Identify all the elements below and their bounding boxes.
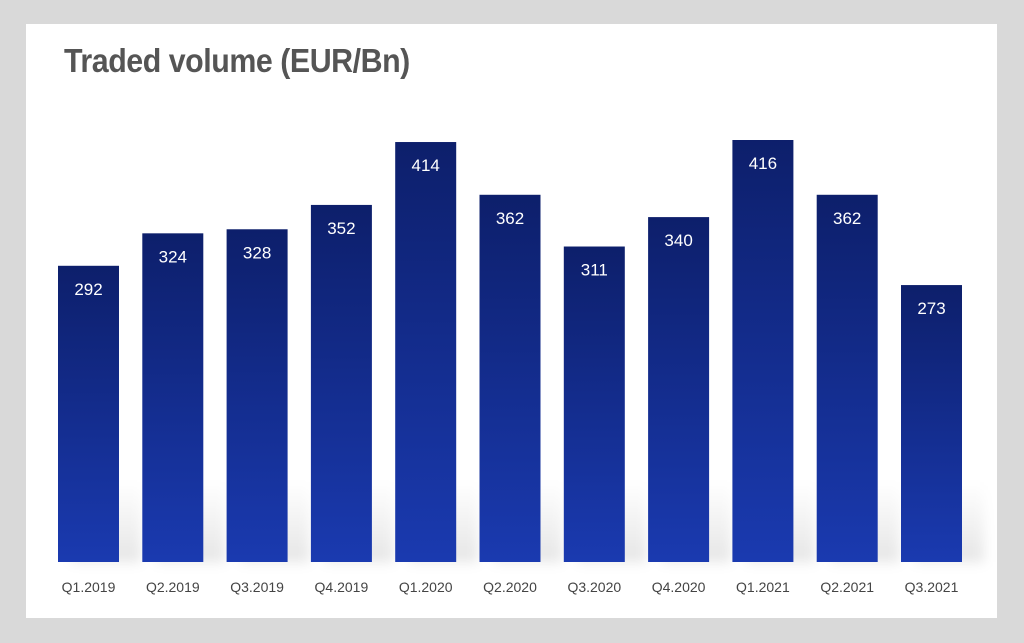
bar-value-label: 352 xyxy=(327,219,355,238)
bar-q2-2020 xyxy=(479,194,541,562)
bar-q3-2019 xyxy=(226,229,288,562)
bar-q4-2020 xyxy=(648,217,710,562)
bar-q1-2019 xyxy=(58,265,119,562)
x-tick-labels-group: Q1.2019 Q2.2019 Q3.2019 Q4.2019 Q1.2020 Q2.20… xyxy=(62,579,959,595)
bar-value-label: 362 xyxy=(833,209,861,228)
x-tick-label: Q4.2019 xyxy=(315,579,369,595)
bar-value-label: 416 xyxy=(749,154,777,173)
bar-q2-2021 xyxy=(816,194,878,562)
bar-q4-2019 xyxy=(310,204,372,562)
bars-group xyxy=(58,140,962,563)
bar-value-label: 273 xyxy=(917,299,945,318)
chart-frame: Traded volume (EUR/Bn) 292 324 328 352 414 36… xyxy=(26,24,997,618)
bar-value-label: 292 xyxy=(74,280,102,299)
bar-value-label: 340 xyxy=(664,231,692,250)
x-tick-label: Q3.2019 xyxy=(230,579,284,595)
bar-q1-2020 xyxy=(395,142,457,562)
x-tick-label: Q3.2021 xyxy=(905,579,959,595)
bar-value-label: 362 xyxy=(496,209,524,228)
bar-q2-2019 xyxy=(142,233,204,563)
bar-q1-2021 xyxy=(732,140,794,562)
bar-labels-group: 292 324 328 352 414 362 311 340 416 362 273 xyxy=(74,154,945,318)
bar-value-label: 324 xyxy=(159,247,187,266)
x-tick-label: Q4.2020 xyxy=(652,579,706,595)
x-tick-label: Q2.2019 xyxy=(146,579,200,595)
bar-q3-2020 xyxy=(563,246,625,563)
bar-value-label: 328 xyxy=(243,243,271,262)
x-tick-label: Q1.2020 xyxy=(399,579,453,595)
bar-q3-2021 xyxy=(901,285,962,562)
bar-value-label: 311 xyxy=(581,261,608,280)
x-tick-label: Q1.2021 xyxy=(736,579,790,595)
x-tick-label: Q1.2019 xyxy=(62,579,116,595)
chart-title: Traded volume (EUR/Bn) xyxy=(64,42,410,79)
bar-chart: 292 324 328 352 414 362 311 340 416 362 273 Q1.201… xyxy=(58,140,984,595)
x-tick-label: Q2.2020 xyxy=(483,579,537,595)
bar-value-label: 414 xyxy=(412,156,440,175)
x-tick-label: Q3.2020 xyxy=(567,579,621,595)
x-tick-label: Q2.2021 xyxy=(820,579,874,595)
